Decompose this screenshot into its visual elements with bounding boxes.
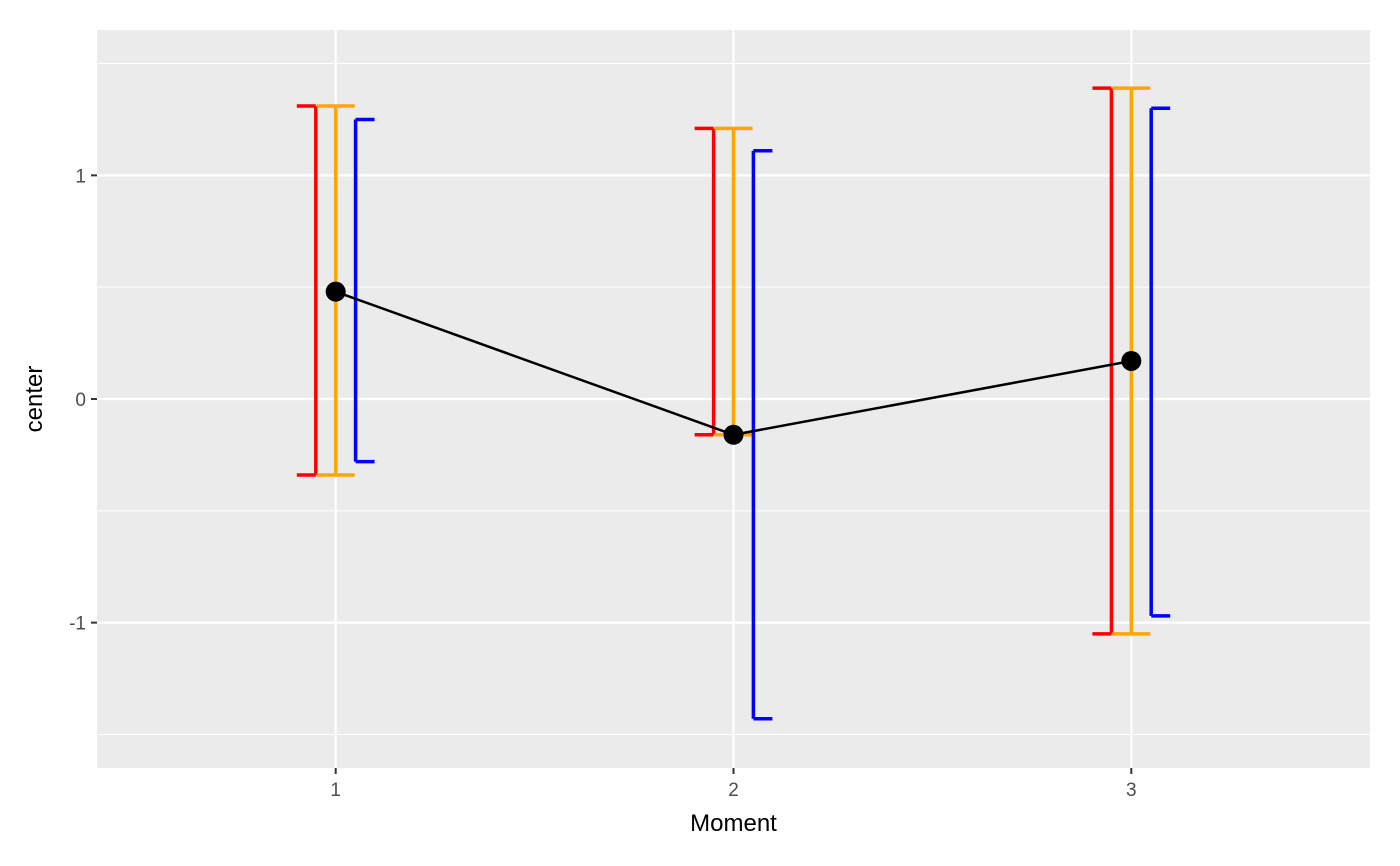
y-tick-label: 0 bbox=[75, 390, 86, 411]
x-tick-label: 3 bbox=[1126, 780, 1137, 801]
y-tick-label: -1 bbox=[69, 614, 86, 635]
data-point bbox=[1121, 350, 1142, 371]
data-points bbox=[325, 281, 1142, 445]
x-axis: 1 2 3 bbox=[330, 768, 1137, 801]
data-point bbox=[325, 281, 346, 302]
data-point bbox=[723, 424, 744, 445]
y-axis: -1 0 1 bbox=[69, 166, 97, 635]
x-axis-title: Moment bbox=[690, 810, 777, 837]
y-axis-title: center bbox=[21, 366, 48, 433]
x-tick-label: 2 bbox=[728, 780, 739, 801]
y-tick-label: 1 bbox=[75, 166, 86, 187]
x-tick-label: 1 bbox=[330, 780, 341, 801]
error-bars bbox=[296, 86, 1171, 721]
